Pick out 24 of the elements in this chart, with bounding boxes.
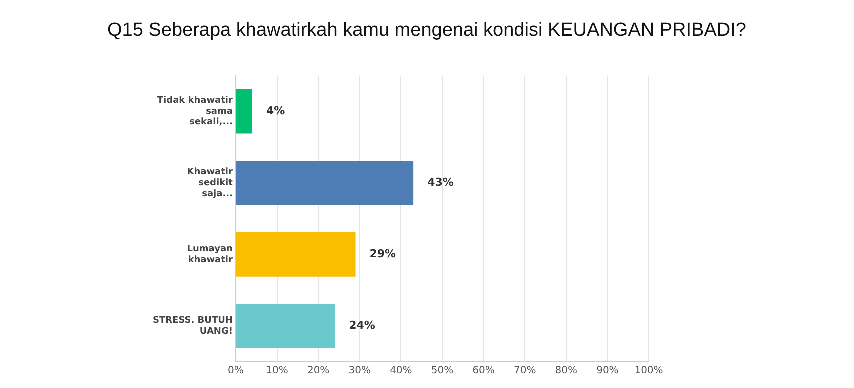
data-label: 29%: [370, 248, 396, 261]
data-label: 43%: [428, 176, 454, 189]
y-tick-label: Khawatir sedikit saja...: [187, 168, 234, 200]
bar: [236, 89, 252, 134]
y-tick-label: Tidak khawatir sama sekali,...: [157, 96, 234, 128]
x-tick-label: 30%: [348, 366, 371, 377]
x-tick-label: 80%: [555, 366, 578, 377]
x-tick-label: 60%: [472, 366, 495, 377]
x-tick-label: 20%: [307, 366, 330, 377]
bar: [236, 160, 414, 206]
y-tick-label: Lumayan khawatir: [187, 244, 234, 266]
data-label: 4%: [266, 104, 286, 118]
y-tick-label: STRESS. BUTUH UANG!: [152, 316, 233, 337]
chart-title: Q15 Seberapa khawatirkah kamu mengenai kondisi KEUANGAN PRIBADI?: [106, 19, 748, 43]
x-tick-label: 40%: [390, 366, 412, 377]
x-tick-label: 50%: [431, 366, 454, 377]
data-label: 24%: [349, 319, 376, 332]
bar: [236, 304, 336, 348]
x-tick-label: 70%: [514, 366, 536, 377]
x-tick-label: 10%: [266, 366, 288, 377]
x-tick-label: 90%: [596, 366, 619, 377]
x-tick-label: 100%: [634, 366, 664, 377]
bar: [236, 232, 356, 277]
x-tick-label: 0%: [228, 366, 244, 377]
